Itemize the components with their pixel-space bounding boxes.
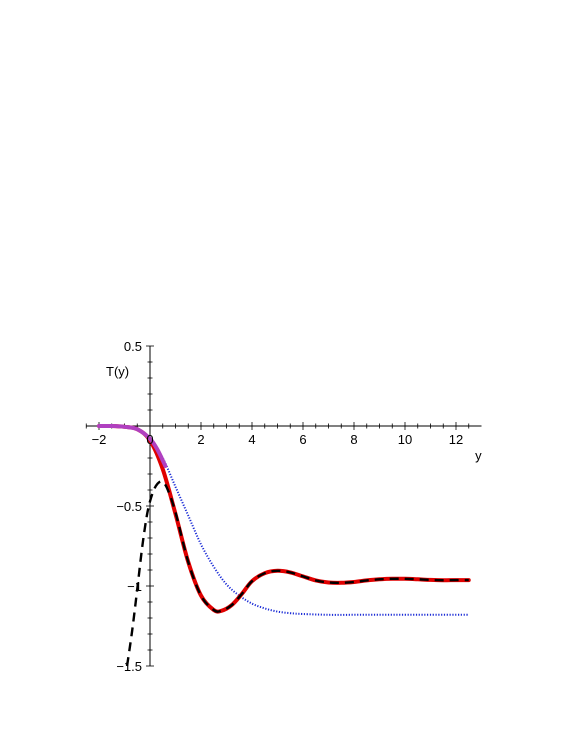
y-tick-label: −1.5 xyxy=(116,659,142,674)
series-line-1 xyxy=(98,424,469,616)
y-tick-label: 0.5 xyxy=(124,339,142,354)
series-line-3 xyxy=(125,480,469,667)
x-tick-label: 8 xyxy=(350,432,357,447)
x-tick-label: 12 xyxy=(449,432,463,447)
chart-axes xyxy=(85,345,482,667)
x-tick-label: 0 xyxy=(146,432,153,447)
x-axis-label: y xyxy=(475,448,482,463)
x-tick-label: −2 xyxy=(92,432,107,447)
x-tick-label: 10 xyxy=(398,432,412,447)
x-tick-label: 2 xyxy=(197,432,204,447)
series-line-4 xyxy=(97,423,168,468)
y-axis-label: T(y) xyxy=(106,364,129,379)
series-line-2 xyxy=(97,423,471,614)
chart-series-layer xyxy=(97,423,471,667)
y-tick-label: −0.5 xyxy=(116,499,142,514)
x-tick-label: 6 xyxy=(299,432,306,447)
chart-tick-labels: −2 0 2 4 6 8 10 12 0.5 −0.5 −1 −1.5 xyxy=(92,339,464,674)
y-tick-label: −1 xyxy=(127,579,142,594)
x-tick-label: 4 xyxy=(248,432,255,447)
